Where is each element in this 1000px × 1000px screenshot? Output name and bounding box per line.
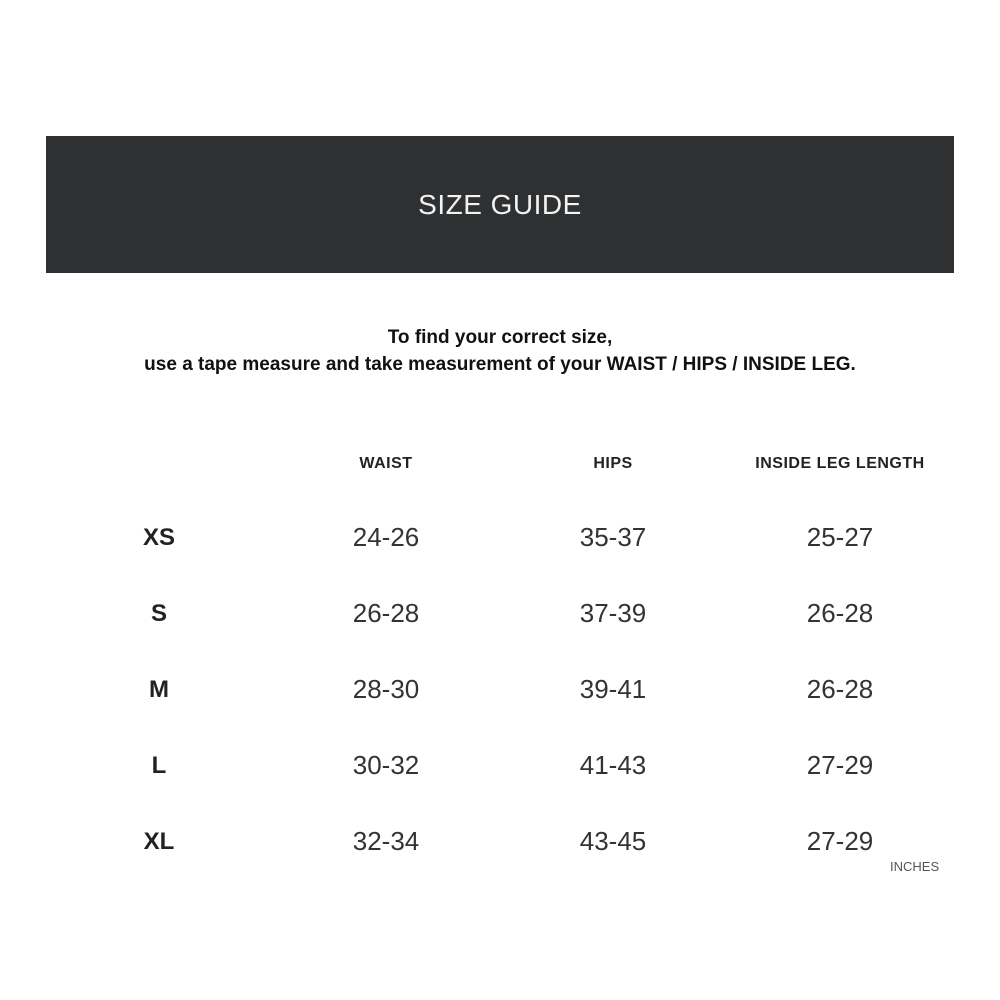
leg-value: 26-28 [806,674,874,704]
size-label: XL [143,828,175,855]
size-label: XS [142,524,175,551]
leg-value: 25-27 [806,522,874,552]
hips-value: 39-41 [579,674,647,704]
header-inside-leg: INSIDE LEG LENGTH [755,455,925,472]
header-hips: HIPS [593,455,633,472]
instructions-line-2: use a tape measure and take measurement … [144,354,856,375]
leg-value: 26-28 [806,598,874,628]
size-label: S [150,600,167,627]
hips-value: 37-39 [579,598,647,628]
instructions: To find your correct size, use a tape me… [0,324,1000,378]
unit-label: INCHES [890,859,940,874]
waist-value: 24-26 [352,522,420,552]
waist-value: 28-30 [352,674,420,704]
banner-title: SIZE GUIDE [418,188,582,220]
size-guide-banner: SIZE GUIDE [46,136,954,273]
size-label: L [151,752,167,779]
instructions-line-1: To find your correct size, [387,327,613,348]
size-label: M [149,676,169,703]
header-waist: WAIST [359,455,413,472]
leg-value: 27-29 [806,826,874,856]
leg-value: 27-29 [806,750,874,780]
waist-value: 32-34 [352,826,420,856]
hips-value: 35-37 [579,522,647,552]
waist-value: 26-28 [352,598,420,628]
hips-value: 41-43 [579,750,647,780]
hips-value: 43-45 [579,826,647,856]
waist-value: 30-32 [352,750,420,780]
